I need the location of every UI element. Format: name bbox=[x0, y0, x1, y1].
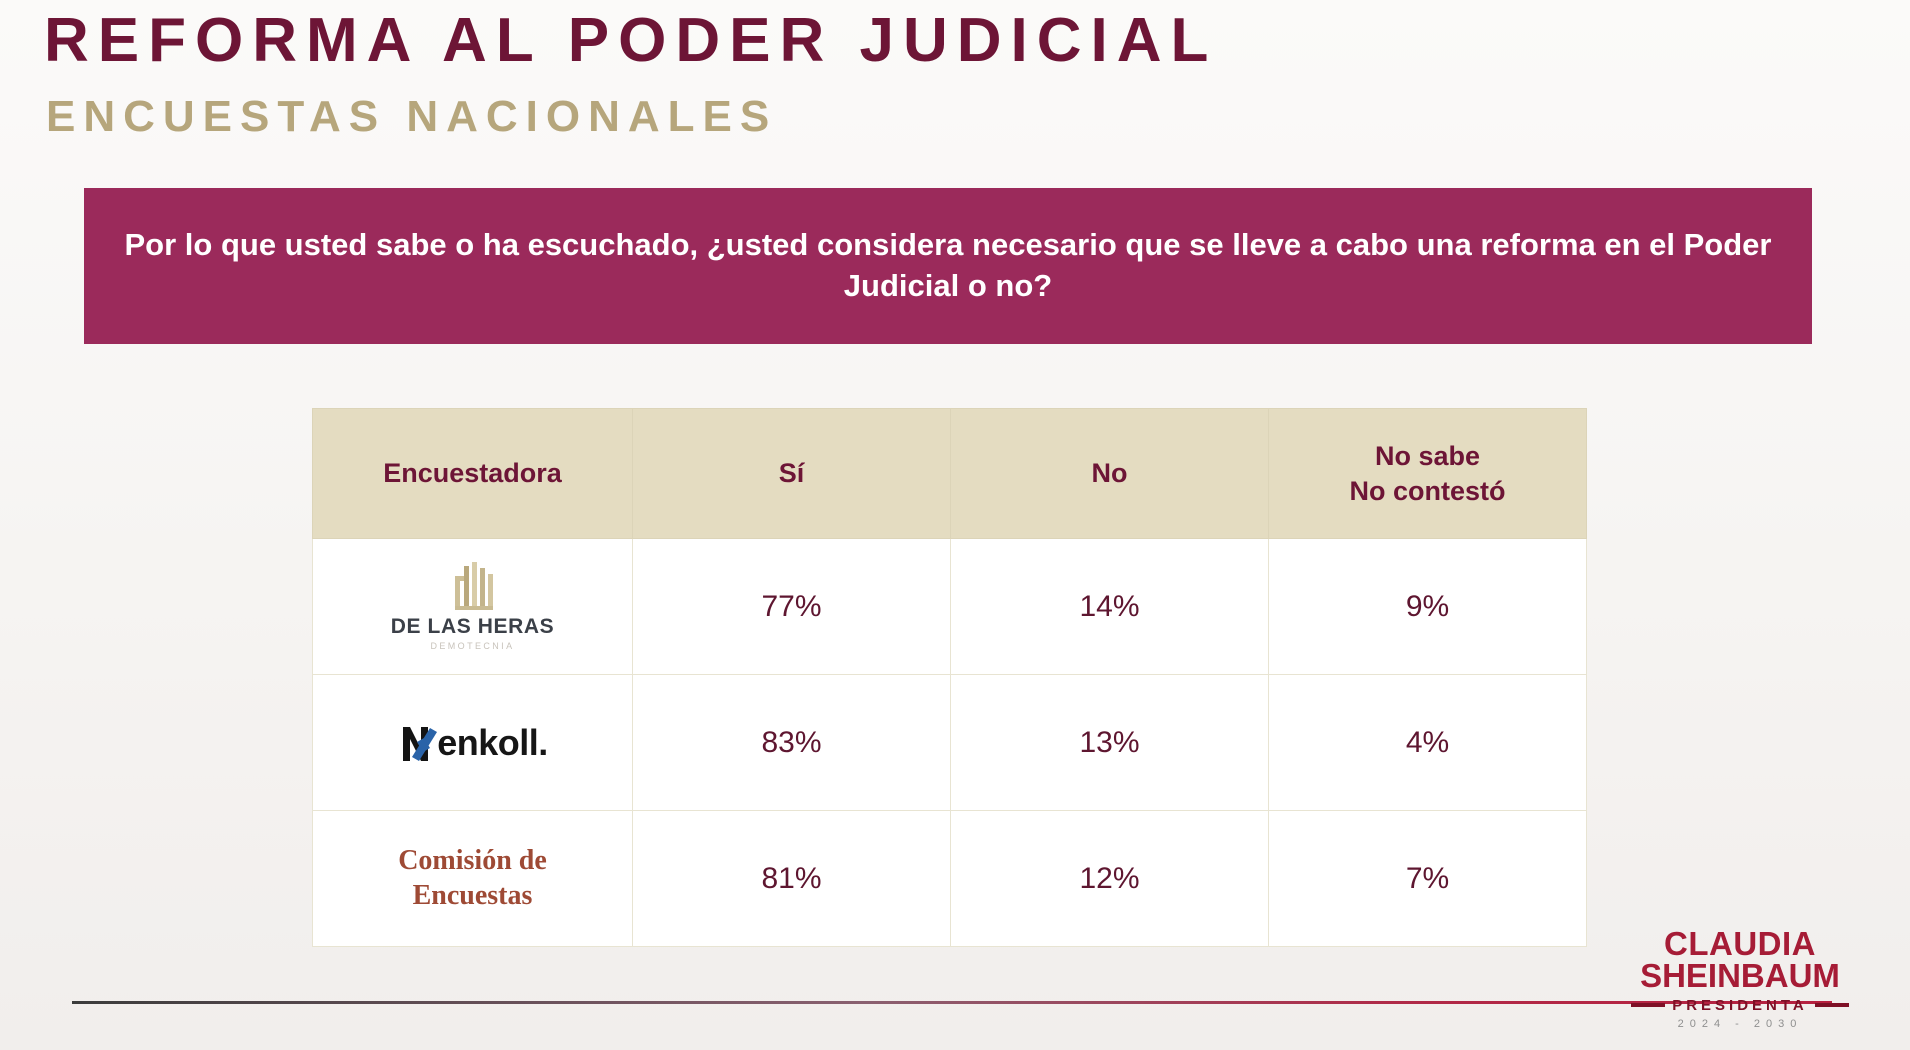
footer-divider bbox=[72, 1001, 1832, 1004]
de-las-heras-wordmark: DE LAS HERAS bbox=[390, 615, 555, 638]
logo-rule-right-icon bbox=[1814, 1003, 1849, 1008]
comision-wordmark-line2: Encuestas bbox=[412, 879, 533, 911]
logo-role: PRESIDENTA bbox=[1672, 996, 1808, 1014]
logo-term-years: 2024 - 2030 bbox=[1677, 1017, 1803, 1030]
table-header-row: Encuestadora Sí No No sabe No contestó bbox=[312, 408, 1587, 539]
question-text: Por lo que usted sabe o ha escuchado, ¿u… bbox=[124, 227, 1772, 303]
page-subtitle: ENCUESTAS NACIONALES bbox=[46, 92, 778, 141]
de-las-heras-mark-icon bbox=[454, 562, 493, 610]
logo-last-name: SHEINBAUM bbox=[1640, 957, 1840, 995]
cell-no-answer: 4% bbox=[1268, 674, 1587, 811]
enkoll-logo: enkoll. bbox=[317, 721, 628, 765]
enkoll-mark-icon bbox=[403, 726, 438, 761]
cell-yes: 77% bbox=[632, 538, 951, 675]
pollster-cell-comision-de-encuestas: Comisión de Encuestas bbox=[312, 810, 633, 947]
poll-results-table: Encuestadora Sí No No sabe No contestó bbox=[312, 408, 1587, 947]
logo-first-name: CLAUDIA bbox=[1664, 925, 1816, 962]
claudia-sheinbaum-logo: CLAUDIA SHEINBAUM PRESIDENTA 2024 - 2030 bbox=[1604, 925, 1876, 1030]
logo-rule-left-icon bbox=[1631, 1003, 1666, 1008]
de-las-heras-logo: DE LAS HERAS DEMOTECNIA bbox=[317, 562, 628, 651]
column-header-no-answer: No sabe No contestó bbox=[1268, 408, 1587, 539]
table-row: enkoll. 83% 13% 4% bbox=[312, 674, 1587, 811]
cell-yes: 81% bbox=[632, 810, 951, 947]
column-header-yes: Sí bbox=[632, 408, 951, 539]
column-header-no-answer-line1: No sabe bbox=[1374, 440, 1481, 471]
cell-no: 14% bbox=[950, 538, 1269, 675]
cell-no: 13% bbox=[950, 674, 1269, 811]
cell-no-answer: 9% bbox=[1268, 538, 1587, 675]
logo-role-row: PRESIDENTA bbox=[1604, 998, 1876, 1013]
cell-yes: 83% bbox=[632, 674, 951, 811]
table-row: DE LAS HERAS DEMOTECNIA 77% 14% 9% bbox=[312, 538, 1587, 675]
table-row: Comisión de Encuestas 81% 12% 7% bbox=[312, 810, 1587, 947]
enkoll-wordmark: enkoll. bbox=[437, 721, 548, 763]
question-banner: Por lo que usted sabe o ha escuchado, ¿u… bbox=[84, 188, 1812, 344]
column-header-pollster: Encuestadora bbox=[312, 408, 633, 539]
pollster-cell-de-las-heras: DE LAS HERAS DEMOTECNIA bbox=[312, 538, 633, 675]
comision-wordmark-line1: Comisión de bbox=[398, 845, 547, 877]
column-header-no-answer-line2: No contestó bbox=[1349, 475, 1506, 506]
cell-no-answer: 7% bbox=[1268, 810, 1587, 947]
cell-no: 12% bbox=[950, 810, 1269, 947]
column-header-no: No bbox=[950, 408, 1269, 539]
page-title: REFORMA AL PODER JUDICIAL bbox=[44, 6, 1218, 75]
table-header: Encuestadora Sí No No sabe No contestó bbox=[312, 408, 1587, 539]
pollster-cell-enkoll: enkoll. bbox=[312, 674, 633, 811]
comision-de-encuestas-logo: Comisión de Encuestas bbox=[317, 844, 628, 912]
de-las-heras-tagline: DEMOTECNIA bbox=[430, 641, 515, 651]
